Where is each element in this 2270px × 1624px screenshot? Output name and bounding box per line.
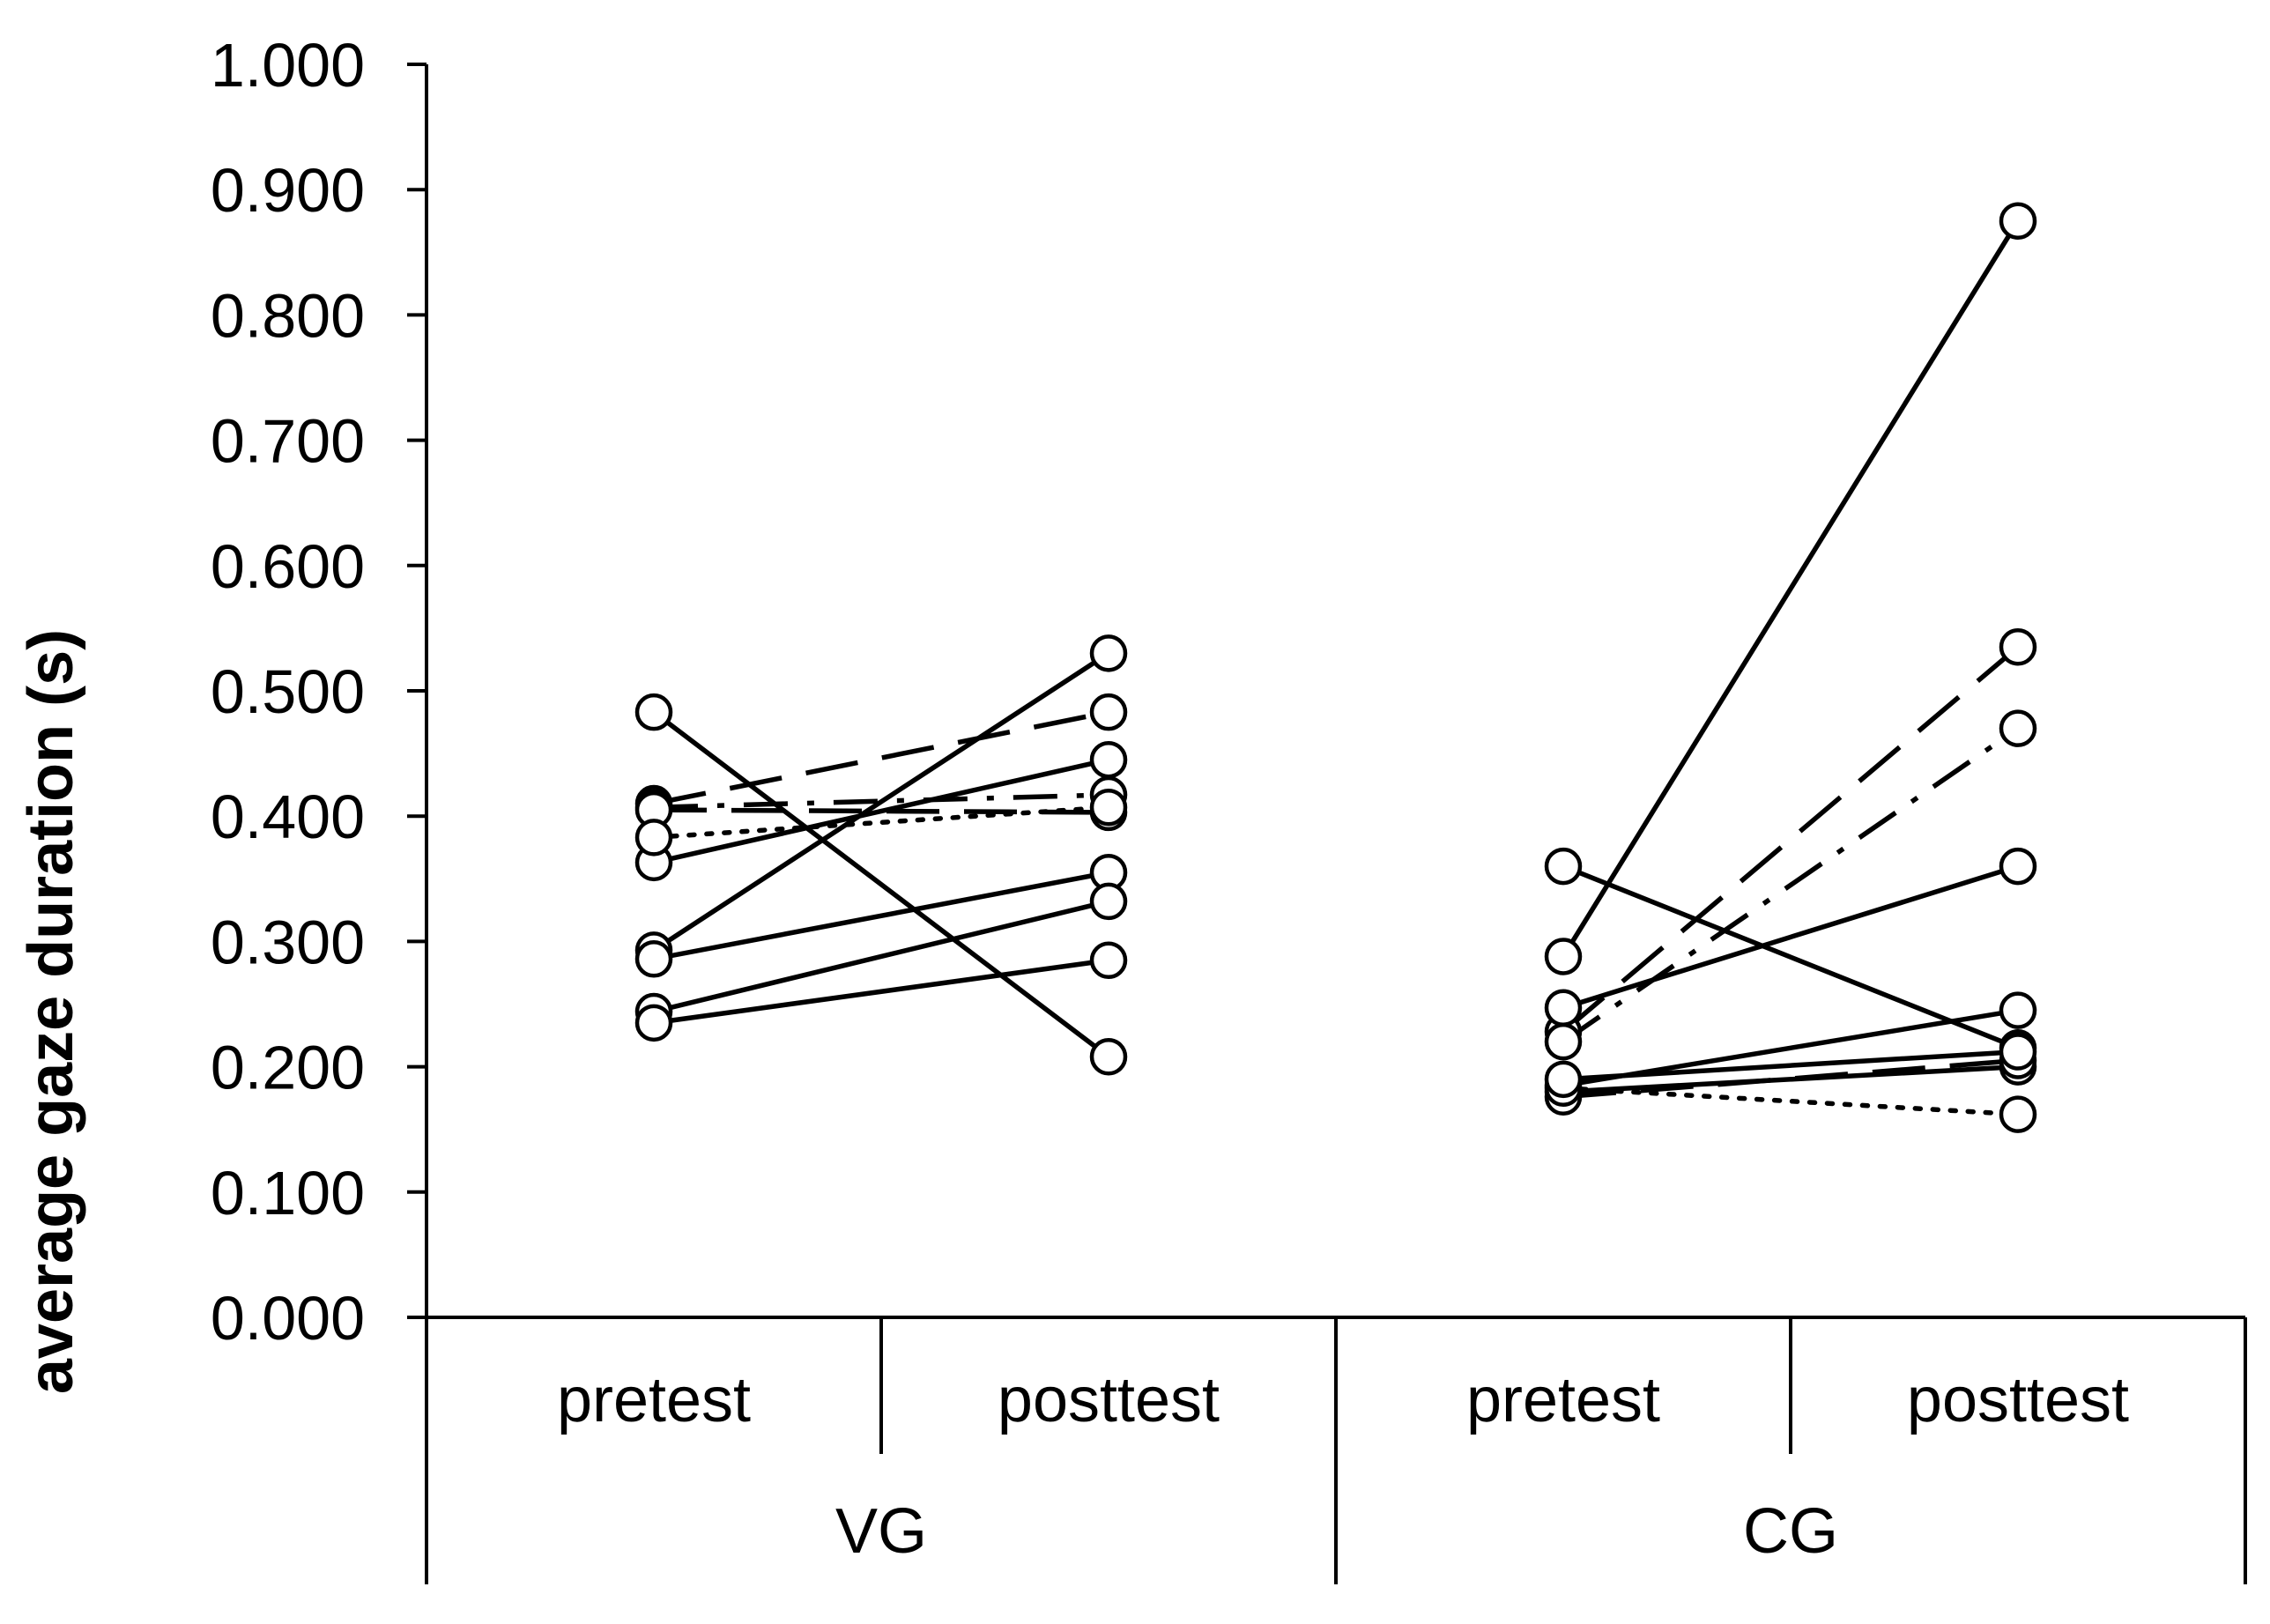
data-point-CG-5-pretest: [1544, 847, 1583, 886]
category-label-posttest: posttest: [1907, 1365, 2129, 1435]
data-point-VG-6-posttest: [1089, 941, 1128, 979]
category-label-pretest: pretest: [1466, 1365, 1660, 1435]
series-line-CG-4: [1562, 864, 2019, 1011]
data-point-CG-2-posttest: [1999, 627, 2037, 666]
y-tick-label: 0.800: [211, 281, 365, 350]
series-line-VG-8: [653, 792, 1109, 810]
data-point-VG-10-posttest: [1089, 788, 1128, 827]
series-line-CG-10: [1562, 1049, 2019, 1082]
y-tick-label: 0.400: [211, 782, 365, 851]
data-point-VG-4-pretest: [634, 940, 673, 978]
series-line-VG-6: [653, 958, 1109, 1026]
category-label-posttest: posttest: [998, 1365, 1220, 1435]
y-tick-label: 0.300: [211, 908, 365, 976]
series-line-CG-3: [1562, 726, 2020, 1044]
data-point-CG-3-pretest: [1544, 1022, 1583, 1061]
data-point-CG-3-posttest: [1999, 709, 2037, 747]
data-point-VG-10-pretest: [634, 819, 673, 856]
group-label-VG: VG: [835, 1496, 927, 1567]
group-label-CG: CG: [1743, 1496, 1838, 1567]
series-line-CG-1: [1561, 219, 2021, 958]
data-point-VG-1-pretest: [634, 693, 673, 731]
data-point-VG-6-pretest: [634, 1004, 673, 1042]
series-line-CG-5: [1562, 864, 2020, 1050]
data-point-CG-4-posttest: [1999, 847, 2037, 886]
data-point-CG-10-pretest: [1544, 1060, 1583, 1099]
y-tick-label: 0.100: [211, 1159, 365, 1227]
y-tick-label: 0.200: [211, 1034, 365, 1102]
data-point-CG-6-posttest: [1999, 991, 2037, 1029]
axis-labels: 0.000 0.100 0.200 0.300 0.400 0.500 0.600 0.700…: [211, 31, 2129, 1567]
category-label-pretest: pretest: [557, 1365, 751, 1435]
y-tick-label: 1.000: [211, 31, 365, 100]
series-line-VG-3: [653, 757, 1109, 865]
axes: [407, 63, 2247, 1584]
y-tick-label: 0.900: [211, 156, 365, 225]
y-tick-label: 0.500: [211, 657, 365, 726]
y-tick-label: 0.700: [211, 407, 365, 476]
data-point-CG-1-pretest: [1544, 938, 1583, 975]
series-line-VG-7: [653, 709, 1109, 806]
series-lines: [651, 219, 2021, 1117]
data-point-CG-10-posttest: [1999, 1033, 2037, 1071]
series-markers: [634, 202, 2037, 1133]
data-point-VG-7-posttest: [1089, 693, 1128, 731]
series-line-VG-5: [653, 899, 1109, 1014]
series-line-CG-2: [1562, 645, 2020, 1034]
series-line-VG-10: [651, 805, 1111, 841]
series-line-VG-4: [653, 870, 1109, 962]
data-point-VG-3-posttest: [1089, 740, 1128, 779]
series-line-CG-9: [1561, 1086, 2021, 1117]
series-line-VG-1: [652, 709, 1110, 1059]
y-tick-label: 0.000: [211, 1284, 365, 1353]
data-point-CG-1-posttest: [1999, 202, 2037, 240]
series-line-VG-2: [652, 651, 1110, 953]
data-point-CG-4-pretest: [1544, 989, 1583, 1027]
y-tick-label: 0.600: [211, 532, 365, 601]
series-line-CG-7: [1562, 1064, 2019, 1094]
data-point-VG-5-posttest: [1089, 882, 1128, 921]
y-axis-label: average gaze duration (s): [16, 629, 86, 1394]
data-point-CG-9-posttest: [1999, 1095, 2037, 1133]
data-point-VG-1-posttest: [1089, 1037, 1128, 1076]
data-point-VG-2-posttest: [1089, 634, 1128, 672]
